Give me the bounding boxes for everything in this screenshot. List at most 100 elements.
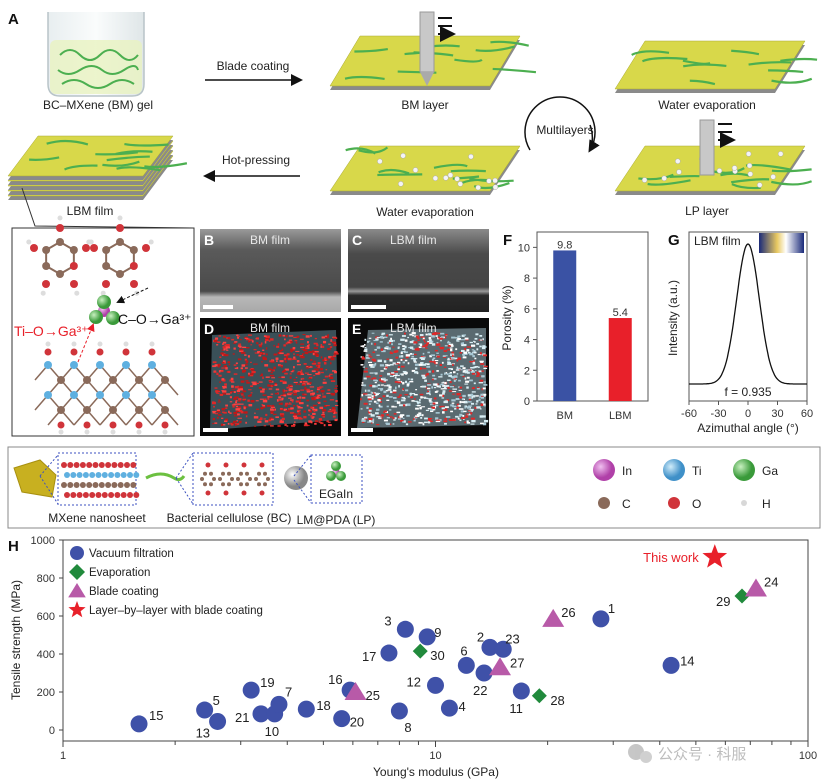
f-ytick-label: 8 bbox=[524, 273, 530, 285]
h-point-label: 9 bbox=[434, 625, 441, 640]
c-o-ga-label: C–O→Ga³⁺ bbox=[118, 311, 192, 327]
h-point-label: 6 bbox=[460, 643, 467, 658]
h-point-6 bbox=[457, 656, 475, 674]
watermark: 公众号 · 科服 bbox=[628, 744, 746, 763]
h-point-26 bbox=[542, 608, 565, 627]
mxene-label: MXene nanosheet bbox=[48, 511, 146, 525]
h-xtick-label: 1 bbox=[60, 750, 66, 762]
h-point-label: 29 bbox=[716, 594, 730, 609]
atom-o-label: O bbox=[692, 497, 701, 511]
h-point-label: 10 bbox=[265, 724, 279, 739]
svg-text:公众号 · 科服: 公众号 · 科服 bbox=[658, 746, 746, 763]
lbm-film-stack-illustration bbox=[7, 135, 188, 200]
h-point-label: 23 bbox=[505, 631, 519, 646]
h-point-label: 5 bbox=[213, 693, 220, 708]
h-this-work-label: This work bbox=[643, 550, 699, 565]
lm-pda-icon bbox=[284, 454, 363, 504]
g-xtick-label: 0 bbox=[745, 408, 751, 420]
h-point-14 bbox=[662, 656, 680, 674]
h-point-label: 4 bbox=[458, 699, 465, 714]
h-point-20 bbox=[333, 710, 351, 728]
image-b-label: BM film bbox=[250, 233, 290, 247]
atom-h-label: H bbox=[762, 497, 771, 511]
ti-o-ga-label: Ti–O→Ga³⁺ bbox=[14, 323, 89, 339]
saxs-inset-image bbox=[759, 233, 804, 253]
panel-letter-g: G bbox=[668, 232, 680, 249]
h-legend-circle-icon bbox=[70, 546, 84, 560]
h-point-8 bbox=[390, 702, 408, 720]
h-point-15 bbox=[130, 715, 148, 733]
f-ytick-label: 6 bbox=[524, 304, 530, 316]
sem-image-b: B BM film bbox=[200, 229, 341, 312]
g-plot-frame bbox=[688, 231, 808, 402]
f-ylabel: Porosity (%) bbox=[500, 285, 514, 350]
h-point-label: 16 bbox=[328, 672, 342, 687]
atom-h-icon bbox=[741, 500, 747, 506]
component-legend-box bbox=[7, 446, 821, 529]
f-plot-frame bbox=[536, 231, 649, 402]
porosity-bar-chart: 0 2 4 6 8 10 9.8 BM 5.4 LBM bbox=[518, 231, 649, 422]
h-point-label: 24 bbox=[764, 574, 778, 589]
f-category-label: LBM bbox=[609, 410, 632, 422]
h-legend-label: Layer–by–layer with blade coating bbox=[89, 605, 263, 617]
h-point-label: 20 bbox=[350, 715, 364, 730]
f-bar-lbm bbox=[608, 318, 632, 401]
h-point-27 bbox=[489, 657, 512, 676]
h-point-13 bbox=[209, 712, 227, 730]
h-ytick-label: 200 bbox=[37, 687, 55, 699]
bc-label: Bacterial cellulose (BC) bbox=[167, 511, 292, 525]
bm-layer-label: BM layer bbox=[401, 98, 448, 112]
atom-in-icon bbox=[593, 459, 615, 481]
h-point-label: 13 bbox=[196, 725, 210, 740]
h-point-label: 3 bbox=[384, 613, 391, 628]
atom-in-label: In bbox=[622, 464, 632, 478]
h-point-30 bbox=[412, 643, 428, 659]
bacterial-cellulose-icon bbox=[145, 452, 274, 506]
water-evaporation-top-label: Water evaporation bbox=[658, 98, 756, 112]
h-point-label: 15 bbox=[149, 708, 163, 723]
h-ytick-label: 600 bbox=[37, 611, 55, 623]
hot-pressing-label: Hot-pressing bbox=[222, 153, 290, 167]
h-point-label: 7 bbox=[285, 684, 292, 699]
atom-c-label: C bbox=[622, 497, 631, 511]
h-legend-label: Blade coating bbox=[89, 586, 159, 598]
g-xlabel: Azimuthal angle (°) bbox=[697, 421, 799, 435]
atom-legend: In Ti Ga C O H bbox=[593, 459, 778, 511]
h-legend-star-icon bbox=[68, 601, 86, 618]
f-category-label: BM bbox=[557, 410, 574, 422]
svg-text:E: E bbox=[352, 321, 361, 337]
svg-text:D: D bbox=[204, 321, 214, 337]
f-bar-bm bbox=[553, 250, 577, 401]
h-point-9 bbox=[418, 628, 436, 646]
g-xtick-label: -30 bbox=[711, 408, 727, 420]
h-point-label: 12 bbox=[407, 674, 421, 689]
tomography-image-d: D BM film bbox=[200, 318, 341, 436]
h-point-label: 25 bbox=[366, 688, 380, 703]
h-point-4 bbox=[440, 699, 458, 717]
h-legend-triangle-icon bbox=[68, 583, 86, 598]
g-intensity-curve bbox=[689, 243, 807, 385]
wechat-icon bbox=[628, 744, 644, 760]
h-point-7 bbox=[270, 695, 288, 713]
h-point-17 bbox=[380, 644, 398, 662]
atom-o-icon bbox=[668, 497, 680, 509]
bacterial-cellulose-molecule bbox=[26, 215, 154, 296]
f-ytick-label: 2 bbox=[524, 365, 530, 377]
h-point-label: 19 bbox=[260, 675, 274, 690]
g-xtick-label: -60 bbox=[681, 408, 697, 420]
blade-icon bbox=[419, 11, 452, 86]
h-point-23 bbox=[494, 640, 512, 658]
h-point-label: 17 bbox=[362, 649, 376, 664]
lp-layer-label: LP layer bbox=[685, 204, 729, 218]
h-point-2 bbox=[481, 638, 499, 656]
atom-c-icon bbox=[598, 497, 610, 509]
strength-modulus-scatter-chart: 0 200 400 600 800 1000 1 10 100 Vacuum filtration… bbox=[31, 535, 818, 762]
lbm-film-label: LBM film bbox=[67, 204, 114, 218]
h-point-22 bbox=[475, 664, 493, 682]
f-data-label: 5.4 bbox=[613, 307, 628, 319]
blade-coating-label: Blade coating bbox=[217, 59, 290, 73]
h-point-3 bbox=[396, 620, 414, 638]
h-point-label: 1 bbox=[608, 601, 615, 616]
h-point-label: 11 bbox=[509, 701, 523, 716]
